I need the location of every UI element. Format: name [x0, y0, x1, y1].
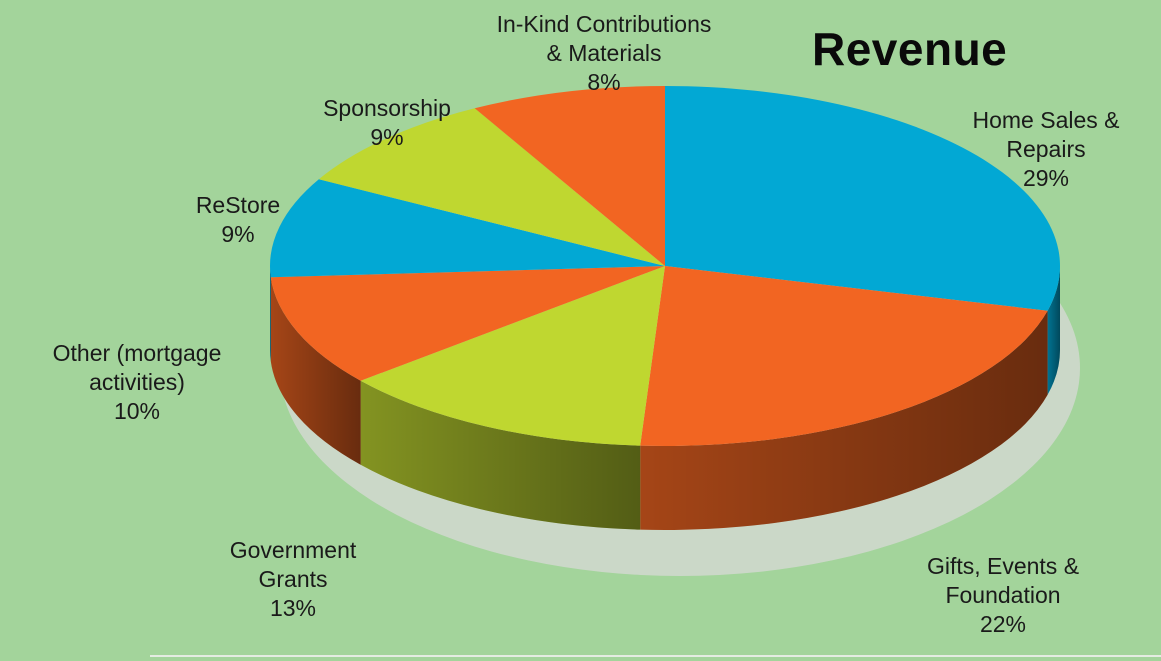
slice-label-line: Gifts, Events & — [926, 553, 1080, 579]
pie-slice-3 — [270, 266, 665, 381]
divider — [150, 655, 1161, 657]
pie-slice-side-shade-1 — [640, 310, 1048, 531]
slice-label-line: Government — [229, 537, 357, 563]
slice-label-line: activities) — [89, 369, 185, 395]
pie-slice-side-shade-4 — [270, 266, 271, 362]
slice-label-home-sales: Home Sales & Repairs 29% — [946, 106, 1146, 193]
slice-label-line: & Materials — [546, 40, 662, 66]
chart-title: Revenue — [812, 23, 1008, 75]
pie-slice-side-shade-2 — [360, 380, 641, 530]
slice-label-restore: ReStore 9% — [168, 191, 308, 249]
pie-slice-0 — [665, 86, 1060, 311]
pie-slice-side-shade-0 — [1047, 266, 1060, 395]
slice-percent: 8% — [587, 69, 621, 95]
slice-percent: 10% — [113, 398, 161, 424]
slice-label-gifts: Gifts, Events & Foundation 22% — [888, 552, 1118, 639]
slice-label-other: Other (mortgage activities) 10% — [12, 339, 262, 426]
slice-label-line: Home Sales & — [972, 107, 1120, 133]
slice-percent: 9% — [370, 124, 404, 150]
slice-label-line: Sponsorship — [323, 95, 451, 121]
pie-slice-6 — [474, 86, 665, 266]
pie-slice-side-shade-3 — [270, 277, 361, 465]
slice-label-line: Repairs — [1006, 136, 1086, 162]
slice-label-line: ReStore — [195, 192, 281, 218]
slice-percent: 9% — [221, 221, 255, 247]
slice-label-government: Government Grants 13% — [193, 536, 393, 623]
slice-percent: 22% — [979, 611, 1027, 637]
pie-slice-4 — [270, 179, 665, 278]
pie-slice-5 — [318, 108, 665, 266]
pie-slice-2 — [360, 266, 665, 446]
slice-label-line: Foundation — [945, 582, 1061, 608]
pie-slice-1 — [640, 266, 1048, 446]
slice-label-line: In-Kind Contributions — [496, 11, 712, 37]
slice-label-in-kind: In-Kind Contributions & Materials 8% — [448, 10, 760, 97]
slice-label-line: Other (mortgage — [52, 340, 222, 366]
slice-percent: 29% — [1022, 165, 1070, 191]
pie-tops — [270, 86, 1060, 446]
pie-sides — [270, 266, 1060, 531]
slice-label-sponsorship: Sponsorship 9% — [292, 94, 482, 152]
slice-percent: 13% — [269, 595, 317, 621]
slice-label-line: Grants — [258, 566, 328, 592]
